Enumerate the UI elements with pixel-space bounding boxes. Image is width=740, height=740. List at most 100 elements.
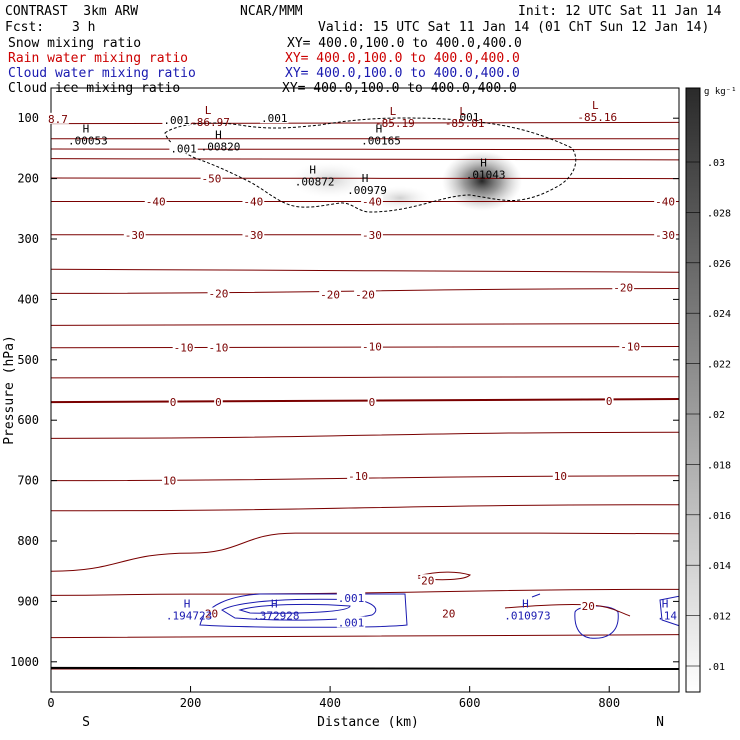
contour-label-bg (580, 600, 596, 612)
rain-water-contour (417, 571, 471, 581)
cloud-water-contours (199, 593, 679, 639)
colorbar-tick-label: .02 (707, 410, 725, 421)
mixing-ratio-label: 8.7 (48, 113, 68, 126)
temperature-contour-line (51, 376, 679, 379)
contour-label: -10 (620, 341, 640, 354)
cloud-ice-secondary-blob (290, 162, 370, 198)
contour-label: -20 (209, 287, 229, 300)
rain-water-contour-2 (504, 604, 631, 617)
x-tick-label: 200 (180, 696, 202, 710)
mixing-ratio-label: .001 (170, 142, 197, 155)
contour-label: 10 (554, 470, 567, 483)
cloud-ice-dashed-contour (164, 117, 577, 213)
temperature-contour-line (51, 504, 679, 512)
contour-label-bg (123, 228, 146, 240)
y-tick-label: 400 (17, 292, 39, 306)
contour-label-bg (361, 340, 383, 352)
colorbar-tick-label: .014 (707, 561, 731, 572)
x-axis-title: Distance (km) (317, 715, 419, 730)
contour-label: -20 (613, 281, 633, 294)
contour-label-bg (654, 195, 676, 207)
contour-label: 10 (163, 475, 176, 488)
mixing-ratio-label-bg (162, 114, 191, 126)
y-tick-label: 300 (17, 232, 39, 246)
contour-label: -10 (362, 341, 382, 354)
contour-label: -30 (125, 229, 145, 242)
temperature-contour-line (51, 158, 679, 161)
contour-label-bg (441, 607, 457, 619)
extremum-marker: H (83, 122, 90, 135)
y-tick-label: 900 (17, 594, 39, 608)
forecast-hours: 3 h (72, 20, 96, 35)
contour-label-bg (207, 341, 230, 353)
contour-label-bg (420, 574, 436, 586)
valid-time: Valid: 15 UTC Sat 11 Jan 14 (01 ChT Sun … (318, 20, 710, 35)
extremum-marker: H (522, 598, 529, 611)
contour-label-bg (361, 228, 383, 240)
model-title: CONTRAST 3km ARW (5, 4, 139, 19)
contour-label-bg (354, 288, 376, 300)
contour-label: 20 (421, 574, 434, 587)
extremum-marker: H (271, 598, 278, 611)
contour-label: -40 (362, 196, 382, 209)
field-name-rain: Rain water mixing ratio (8, 51, 189, 66)
contour-label-bg (203, 607, 220, 619)
contour-label-bg (347, 469, 369, 481)
x-axis-right-end-label: N (656, 715, 664, 730)
contour-label: 0 (606, 395, 613, 408)
y-tick-label: 600 (17, 413, 39, 427)
temperature-contour-line (51, 398, 679, 404)
contour-label: -50 (202, 173, 222, 186)
extremum-value: .14 (657, 610, 677, 623)
temperature-contour-line (51, 148, 679, 151)
init-time: Init: 12 UTC Sat 11 Jan 14 (518, 4, 722, 19)
y-tick-label: 700 (17, 474, 39, 488)
extremum-marker: L (205, 104, 212, 117)
cloud-ice-max-blob (442, 151, 522, 211)
field-name-snow: Snow mixing ratio (8, 36, 142, 51)
contour-label-bg (207, 287, 230, 299)
mixing-ratio-label: .001 (163, 114, 190, 127)
colorbar-tick-label: .01 (707, 662, 725, 673)
x-tick-label: 400 (319, 696, 341, 710)
extremum-value: .00979 (347, 184, 387, 197)
temperature-contour-line (51, 177, 679, 180)
contour-label-bg (361, 195, 383, 207)
extremum-marker: L (592, 99, 599, 112)
contour-label-bg (319, 288, 342, 300)
mixing-ratio-label-bg (336, 591, 366, 603)
contour-label: -30 (655, 229, 675, 242)
contour-label: 20 (582, 600, 595, 613)
extremum-value: -85.19 (375, 117, 415, 130)
extremum-marker: H (184, 598, 191, 611)
contour-label-bg (168, 396, 178, 408)
contour-label-bg (367, 396, 377, 408)
extremum-marker: L (390, 105, 397, 118)
mixing-ratio-label-bg (260, 112, 289, 124)
contour-label: 0 (369, 396, 376, 409)
contour-label: -40 (655, 196, 675, 209)
extremum-marker: H (309, 163, 316, 176)
contour-label: 20 (442, 607, 455, 620)
plot-frame (50, 87, 680, 693)
extremum-value: -85.16 (577, 111, 617, 124)
colorbar-tick-label: .024 (707, 309, 731, 320)
contour-label: -40 (146, 196, 166, 209)
field-xy-snow: XY= 400.0,100.0 to 400.0,400.0 (287, 36, 522, 51)
extremum-value: .00053 (68, 134, 108, 147)
contour-label-bg (200, 172, 223, 184)
contour-label-bg (552, 469, 568, 481)
temperature-contour-line (51, 634, 679, 639)
extremum-value: -86.97 (190, 116, 230, 129)
y-axis-title: Pressure (hPa) (2, 335, 17, 445)
extremum-value: .194723 (166, 610, 212, 623)
temperature-contour-line (51, 323, 679, 326)
y-tick-label: 1000 (10, 655, 39, 669)
x-tick-label: 0 (47, 696, 54, 710)
mixing-ratio-label-bg (451, 110, 481, 122)
extremum-value: .00820 (201, 140, 241, 153)
contour-label: -40 (243, 196, 263, 209)
mixing-ratio-label: .001 (338, 617, 365, 630)
contour-label: -20 (320, 289, 340, 302)
contour-label: -10 (174, 342, 194, 355)
